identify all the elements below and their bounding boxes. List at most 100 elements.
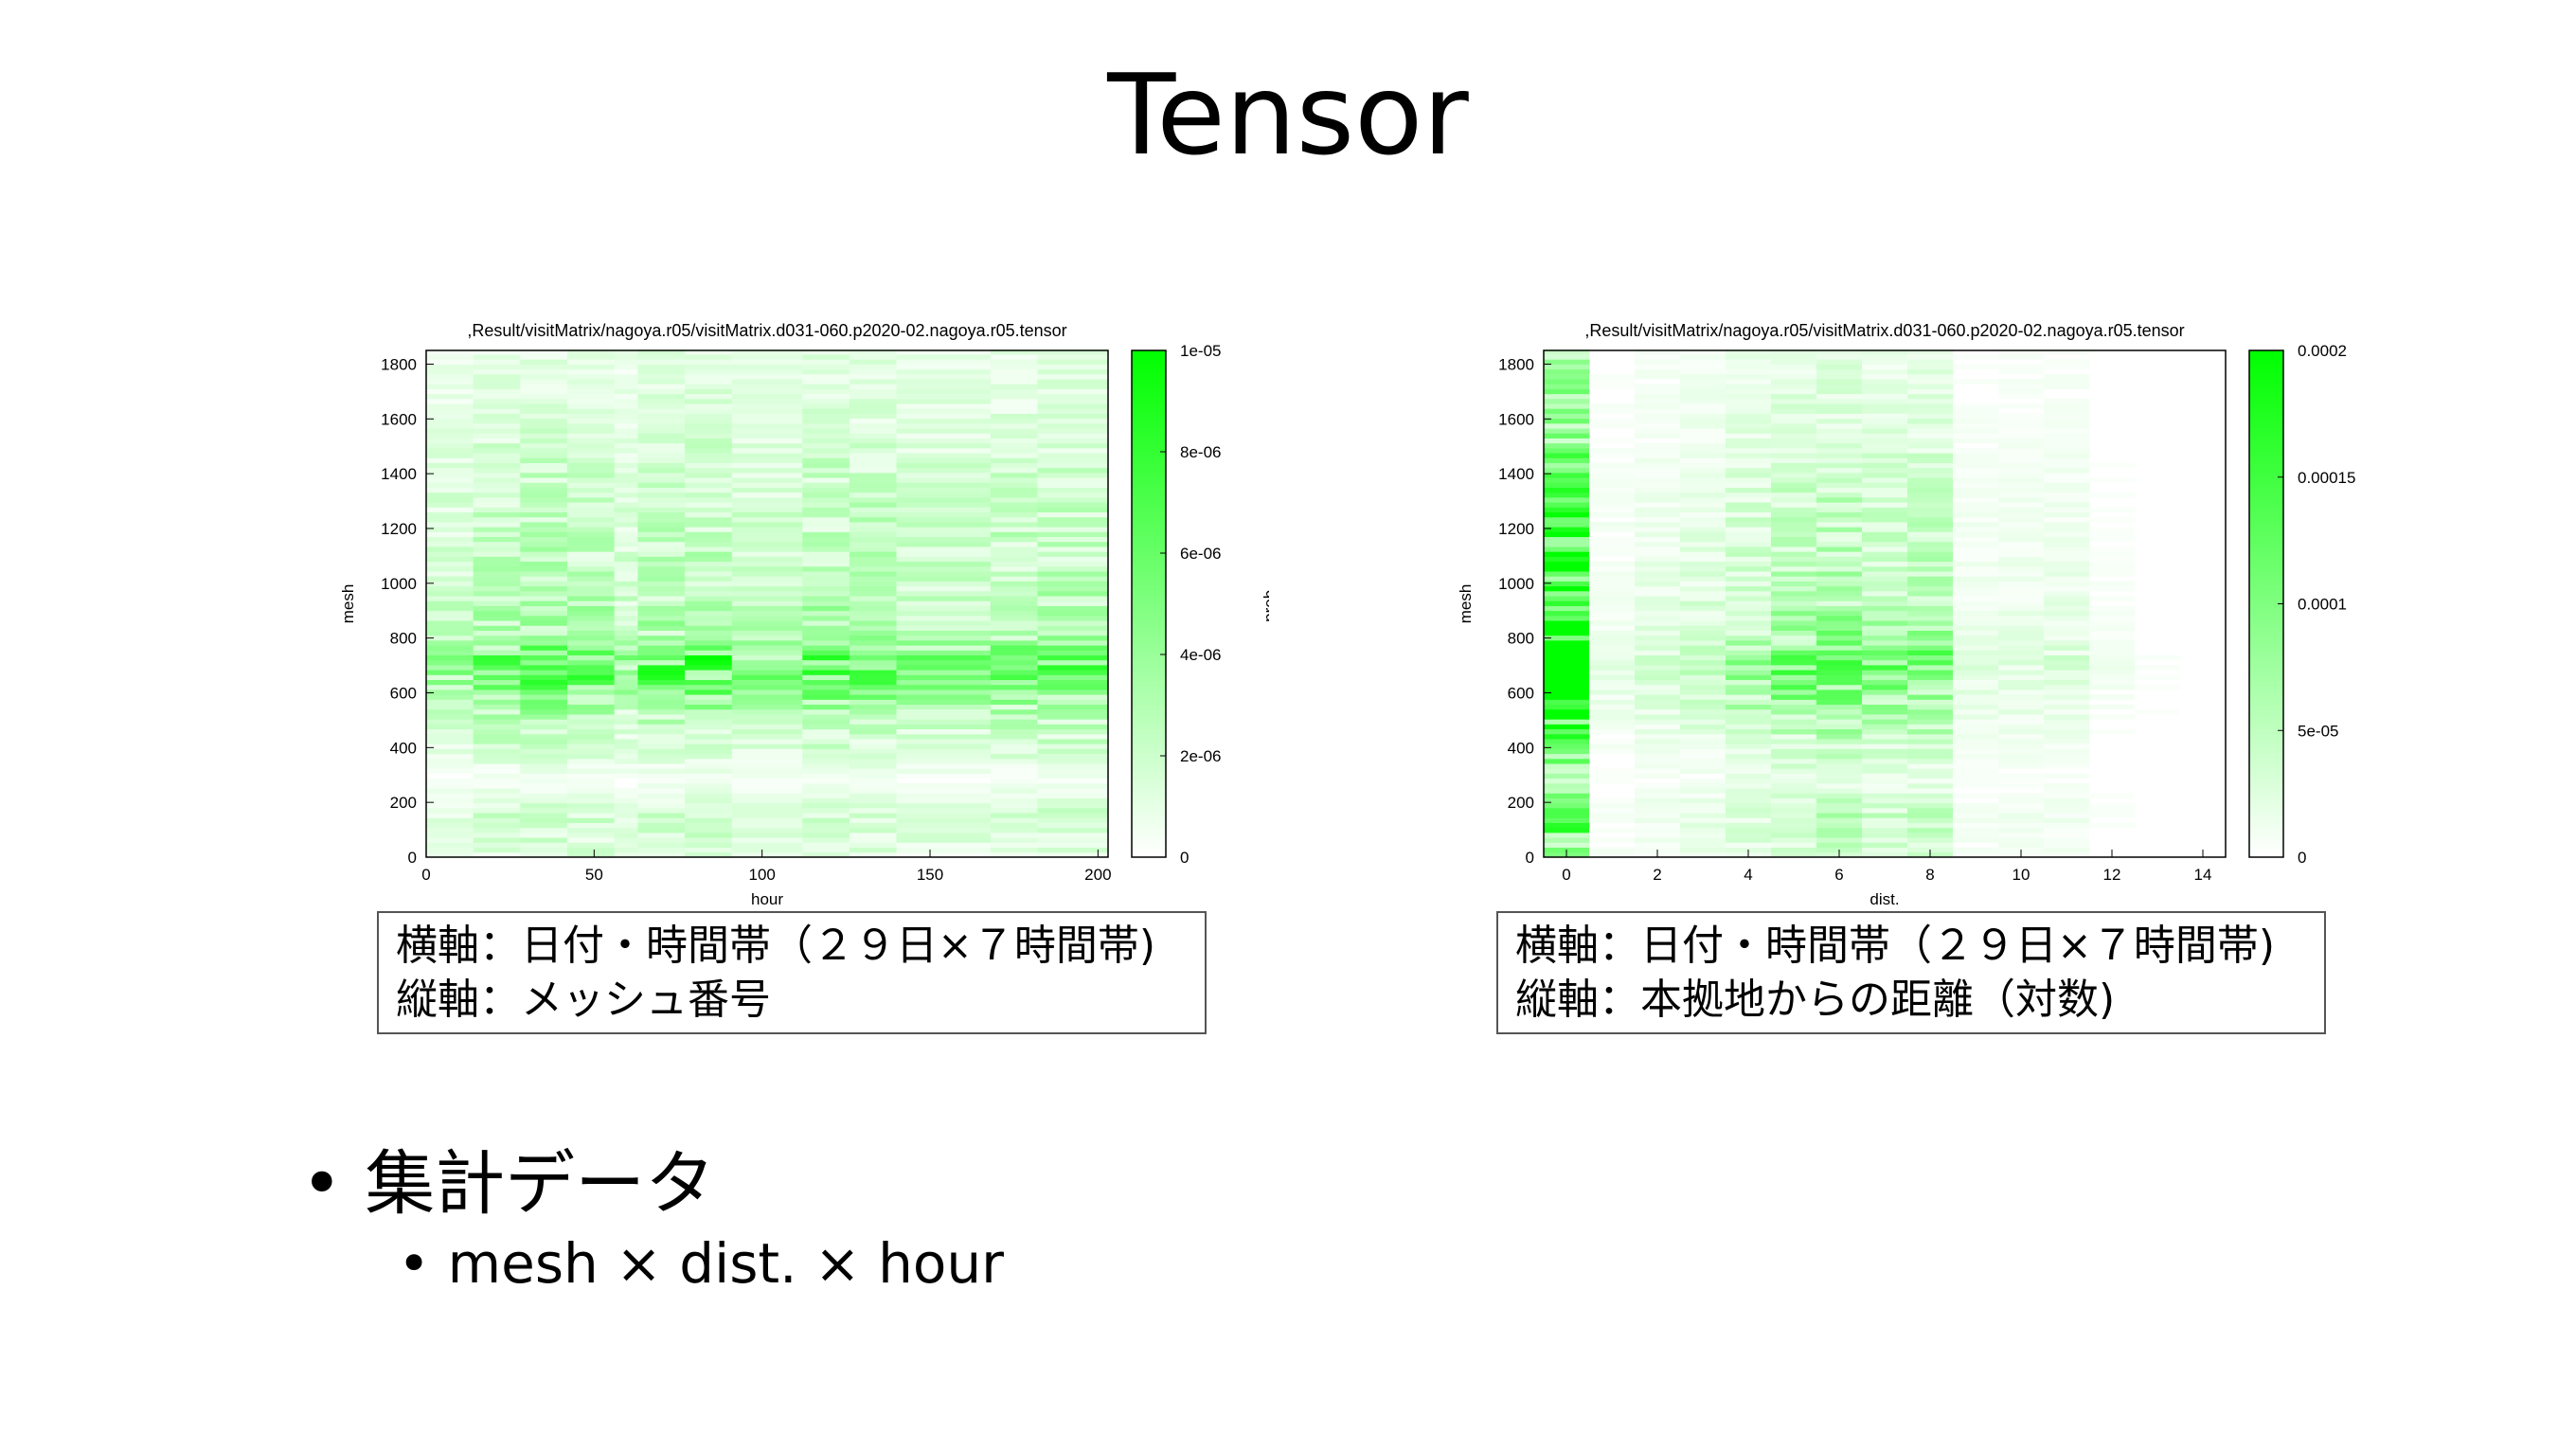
heatmap-cell xyxy=(426,442,474,449)
heatmap-cell xyxy=(802,482,850,488)
heatmap-cell xyxy=(426,408,474,414)
heatmap-cell xyxy=(1862,743,1908,749)
heatmap-cell xyxy=(802,728,850,735)
heatmap-cell xyxy=(1953,743,1999,749)
heatmap-cell xyxy=(566,388,616,395)
heatmap-cell xyxy=(1680,788,1726,794)
heatmap-cell xyxy=(1726,708,1772,715)
heatmap-cell xyxy=(1771,788,1817,794)
heatmap-cell xyxy=(2044,472,2090,478)
heatmap-cell xyxy=(426,753,474,760)
heatmap-cell xyxy=(614,541,638,547)
heatmap-cell xyxy=(566,561,616,567)
heatmap-cell xyxy=(1544,551,1590,557)
heatmap-cell xyxy=(685,793,733,798)
heatmap-cell xyxy=(1726,556,1772,563)
heatmap-cell xyxy=(1589,576,1636,582)
heatmap-cell xyxy=(1544,650,1590,655)
heatmap-cell xyxy=(1862,768,1908,774)
heatmap-cell xyxy=(614,724,638,730)
heatmap-cell xyxy=(685,408,733,414)
heatmap-cell xyxy=(520,610,568,617)
heatmap-cell xyxy=(1998,527,2045,532)
heatmap-cell xyxy=(1635,832,1681,838)
heatmap-cell xyxy=(426,571,474,577)
heatmap-cell xyxy=(802,428,850,434)
heatmap-cell xyxy=(2044,773,2090,779)
heatmap-cell xyxy=(1953,694,1999,700)
heatmap-cell xyxy=(614,487,638,493)
heatmap-cell xyxy=(1544,793,1590,798)
heatmap-cell xyxy=(1816,561,1863,567)
heatmap-cell xyxy=(566,497,616,503)
heatmap-cell xyxy=(731,393,803,400)
heatmap-cell xyxy=(426,664,474,671)
heatmap-cell xyxy=(2089,556,2136,563)
heatmap-cell xyxy=(896,630,992,636)
heatmap-cell xyxy=(896,571,992,577)
heatmap-cell xyxy=(802,442,850,449)
heatmap-cell xyxy=(520,748,568,755)
heatmap-cell xyxy=(2044,733,2090,740)
heatmap-cell xyxy=(1998,778,2045,784)
heatmap-cell xyxy=(1544,354,1590,360)
heatmap-cell xyxy=(426,600,474,606)
heatmap-cell xyxy=(473,497,521,503)
heatmap-cell xyxy=(520,773,568,779)
heatmap-cell xyxy=(802,719,850,725)
heatmap-cell xyxy=(1589,797,1636,804)
heatmap-cell xyxy=(637,428,686,434)
heatmap-cell xyxy=(2044,788,2090,794)
heatmap-cell xyxy=(849,842,897,848)
heatmap-cell xyxy=(1862,719,1908,725)
heatmap-cell xyxy=(1544,600,1590,606)
heatmap-cell xyxy=(1544,379,1590,385)
heatmap-cell xyxy=(685,596,733,601)
heatmap-cell xyxy=(1544,739,1590,744)
heatmap-cell xyxy=(473,822,521,829)
heatmap-cell xyxy=(1953,364,1999,370)
heatmap-cell xyxy=(685,684,733,690)
heatmap-cell xyxy=(1635,565,1681,572)
heatmap-cell xyxy=(802,645,850,651)
heatmap-cell xyxy=(1680,813,1726,818)
heatmap-cell xyxy=(1771,748,1817,755)
heatmap-cell xyxy=(802,837,850,843)
heatmap-cell xyxy=(1726,620,1772,626)
heatmap-cell xyxy=(1953,457,1999,463)
heatmap-cell xyxy=(473,453,521,458)
heatmap-cell xyxy=(614,428,638,434)
heatmap-cell xyxy=(1816,522,1863,528)
heatmap-cell xyxy=(566,842,616,848)
heatmap-cell xyxy=(1037,797,1109,804)
heatmap-cell xyxy=(473,349,521,355)
heatmap-cell xyxy=(896,813,992,818)
heatmap-cell xyxy=(520,472,568,478)
heatmap-cell xyxy=(1953,782,1999,789)
heatmap-cell xyxy=(1680,596,1726,601)
heatmap-cell xyxy=(473,546,521,552)
heatmap-cell xyxy=(1037,571,1109,577)
heatmap-cell xyxy=(1680,418,1726,424)
heatmap-cell xyxy=(1907,516,1954,523)
heatmap-cell xyxy=(1816,708,1863,715)
heatmap-cell xyxy=(685,837,733,843)
heatmap-cell xyxy=(1037,822,1109,829)
heatmap-cell xyxy=(637,581,686,587)
heatmap-cell xyxy=(1998,487,2045,493)
heatmap-cell xyxy=(1998,511,2045,518)
heatmap-cell xyxy=(1953,807,1999,814)
heatmap-cell xyxy=(731,635,803,641)
heatmap-cell xyxy=(990,354,1038,360)
heatmap-cell xyxy=(1771,581,1817,587)
heatmap-cell xyxy=(1953,462,1999,469)
heatmap-cell xyxy=(1816,778,1863,784)
heatmap-cell xyxy=(473,408,521,414)
y-tick-label: 1600 xyxy=(1498,410,1534,428)
heatmap-cell xyxy=(1544,724,1590,730)
heatmap-cell xyxy=(849,403,897,409)
heatmap-cell xyxy=(2044,561,2090,567)
heatmap-cell xyxy=(1680,457,1726,463)
heatmap-cell xyxy=(1544,690,1590,695)
heatmap-cell xyxy=(1998,639,2045,646)
